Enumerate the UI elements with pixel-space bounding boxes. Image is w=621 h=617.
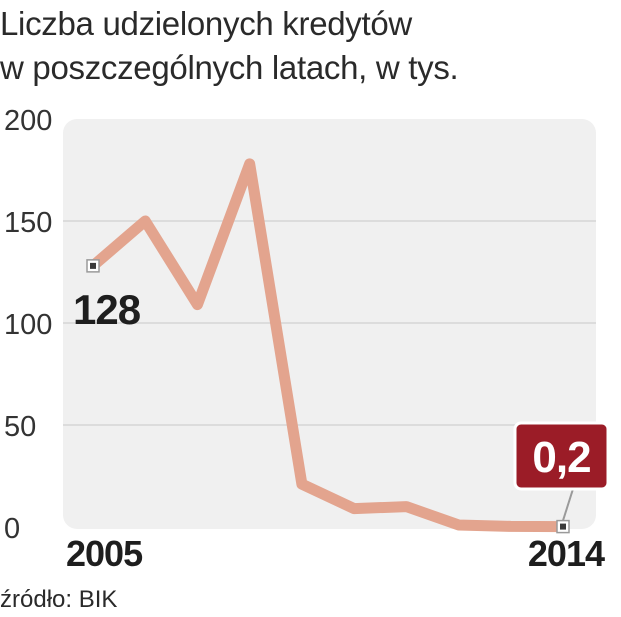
chart-title-line-1: Liczba udzielonych kredytów xyxy=(0,5,412,42)
point-marker-dot-2005 xyxy=(90,262,96,269)
source-note: źródło: BIK xyxy=(0,586,118,613)
x-tick-label-2014: 2014 xyxy=(528,533,605,574)
y-tick-label-50: 50 xyxy=(4,411,36,443)
annotation-label-2005: 128 xyxy=(73,286,141,333)
x-axis-ticks: 2005 2014 xyxy=(66,533,606,574)
callout-box xyxy=(513,421,610,491)
x-tick-label-2005: 2005 xyxy=(66,533,143,574)
grid-lines xyxy=(63,220,596,426)
chart-title: Liczba udzielonych kredytów w poszczegól… xyxy=(0,2,459,90)
y-tick-label-100: 100 xyxy=(4,309,52,341)
point-marker-dot-2014 xyxy=(560,523,566,530)
annotation-label-2014: 0,2 xyxy=(532,433,590,482)
chart-title-line-2: w poszczególnych latach, w tys. xyxy=(0,49,459,86)
series-group xyxy=(87,158,569,533)
callout-connector xyxy=(562,488,574,521)
y-axis-ticks: 0 50 100 150 200 xyxy=(4,105,52,545)
markers-group: 128 0,2 xyxy=(73,259,610,534)
series-line xyxy=(87,158,569,533)
y-tick-label-200: 200 xyxy=(4,105,52,137)
y-tick-label-150: 150 xyxy=(4,207,52,239)
y-tick-label-0: 0 xyxy=(4,513,20,545)
